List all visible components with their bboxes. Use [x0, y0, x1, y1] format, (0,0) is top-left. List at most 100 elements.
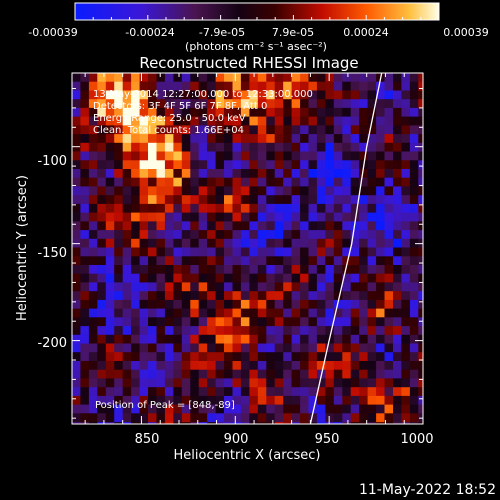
heatmap-cell: [88, 151, 98, 161]
heatmap-cell: [274, 99, 284, 109]
heatmap-cell: [156, 116, 166, 126]
heatmap-cell: [156, 238, 166, 249]
heatmap-cell: [291, 404, 301, 414]
heatmap-cell: [156, 404, 166, 414]
heatmap-cell: [240, 212, 250, 222]
heatmap-cell: [384, 134, 394, 144]
heatmap-cell: [274, 361, 284, 371]
heatmap-cell: [350, 378, 360, 388]
heatmap-cell: [249, 369, 259, 379]
heatmap-cell: [283, 81, 293, 91]
heatmap-cell: [418, 378, 423, 388]
heatmap-cell: [148, 378, 157, 388]
heatmap-cell: [342, 142, 352, 153]
heatmap-cell: [384, 369, 394, 379]
heatmap-cell: [80, 195, 90, 205]
heatmap-cell: [274, 212, 284, 222]
heatmap-cell: [308, 116, 318, 126]
heatmap-cell: [427, 99, 436, 108]
heatmap-cell: [198, 73, 208, 83]
heatmap-cell: [274, 404, 284, 414]
heatmap-cell: [181, 422, 191, 424]
heatmap-cell: [384, 99, 394, 109]
heatmap-cell: [207, 256, 217, 266]
heatmap-cell: [401, 247, 411, 257]
heatmap-cell: [148, 395, 157, 406]
heatmap-cell: [131, 107, 141, 118]
heatmap-cell: [224, 273, 233, 283]
colorbar-tick-label: 0.00024: [343, 26, 389, 39]
heatmap-cell: [427, 326, 436, 335]
heatmap-cell: [367, 395, 377, 406]
heatmap-cell: [333, 273, 343, 283]
heatmap-cell: [283, 107, 293, 118]
heatmap-cell: [409, 90, 419, 100]
heatmap-cell: [359, 177, 369, 187]
heatmap-cell: [427, 378, 436, 387]
heatmap-cell: [224, 404, 233, 414]
heatmap-cell: [393, 73, 402, 83]
heatmap-cell: [164, 230, 174, 240]
heatmap-cell: [316, 107, 326, 118]
heatmap-cell: [249, 99, 259, 109]
heatmap-cell: [190, 142, 200, 153]
heatmap-cell: [333, 177, 343, 187]
heatmap-cell: [72, 221, 81, 231]
heatmap-cell: [350, 73, 360, 83]
heatmap-cell: [300, 369, 310, 379]
heatmap-cell: [72, 169, 81, 179]
heatmap-cell: [164, 212, 174, 222]
heatmap-cell: [88, 169, 98, 179]
heatmap-cell: [333, 195, 343, 205]
heatmap-cell: [384, 334, 394, 345]
heatmap-cell: [401, 422, 411, 424]
heatmap-cell: [401, 90, 411, 100]
heatmap-cell: [88, 308, 98, 318]
heatmap-cell: [114, 273, 124, 283]
heatmap-cell: [114, 343, 124, 353]
heatmap-cell: [393, 160, 402, 170]
heatmap-cell: [131, 387, 141, 397]
heatmap-cell: [114, 352, 124, 362]
heatmap-cell: [240, 343, 250, 353]
y-tick-labels: -100 -150 -200: [37, 154, 67, 351]
heatmap-cell: [393, 308, 402, 318]
heatmap-cell: [114, 431, 123, 440]
heatmap-cell: [198, 203, 208, 214]
heatmap-cell: [427, 152, 436, 161]
heatmap-cell: [198, 317, 208, 327]
heatmap-cell: [72, 361, 81, 371]
heatmap-cell: [215, 282, 225, 292]
heatmap-cell: [181, 186, 191, 196]
heatmap-cell: [181, 273, 191, 283]
heatmap-cell: [325, 247, 335, 257]
heatmap-cell: [131, 413, 141, 423]
heatmap-cell: [308, 334, 318, 345]
heatmap-cell: [401, 230, 411, 240]
heatmap-cell: [308, 160, 318, 170]
heatmap-cell: [291, 299, 301, 310]
heatmap-cell: [72, 334, 81, 345]
heatmap-cell: [181, 238, 191, 249]
heatmap-cell: [240, 107, 250, 118]
heatmap-cell: [384, 352, 394, 362]
heatmap-cell: [266, 238, 276, 249]
heatmap-cell: [131, 134, 141, 144]
colorbar-tick-label: 7.9e-05: [272, 26, 314, 39]
heatmap-cell: [224, 352, 233, 362]
heatmap-cell: [215, 299, 225, 310]
heatmap-cell: [427, 387, 436, 396]
heatmap-cell: [249, 352, 259, 362]
heatmap-cell: [257, 230, 267, 240]
heatmap-cell: [232, 334, 242, 345]
heatmap-cell: [274, 203, 284, 214]
heatmap-cell: [376, 308, 386, 318]
heatmap-cell: [359, 125, 369, 135]
heatmap-cell: [173, 413, 183, 423]
heatmap-cell: [257, 326, 267, 336]
heatmap-cell: [401, 203, 411, 214]
heatmap-cell: [190, 160, 200, 170]
heatmap-cell: [97, 81, 107, 91]
heatmap-cell: [131, 422, 141, 424]
heatmap-cell: [232, 186, 242, 196]
